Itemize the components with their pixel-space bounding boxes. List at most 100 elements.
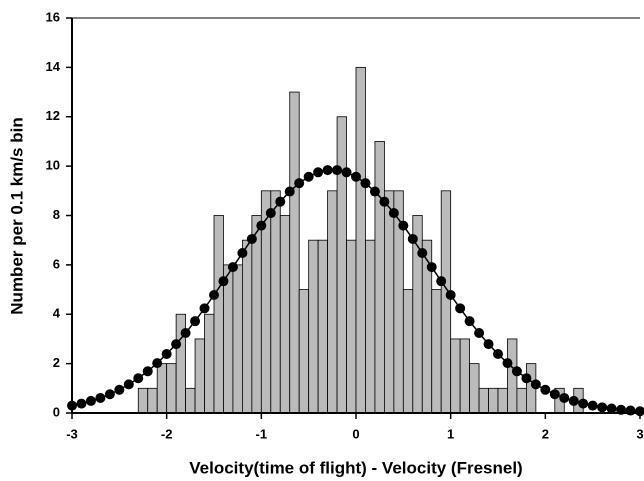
- fit-point: [625, 405, 636, 416]
- fit-point: [597, 402, 608, 413]
- fit-point: [540, 384, 551, 395]
- fit-point: [199, 303, 210, 314]
- fit-point: [313, 167, 324, 178]
- fit-point: [455, 303, 466, 314]
- fit-point: [606, 403, 617, 414]
- fit-point: [426, 262, 437, 273]
- fit-point: [209, 289, 219, 300]
- fit-point: [388, 208, 399, 219]
- fit-point: [180, 328, 191, 339]
- y-tick-label: 12: [46, 108, 60, 123]
- bar: [440, 190, 452, 414]
- bar: [270, 190, 281, 414]
- bar: [488, 387, 499, 414]
- fit-point: [152, 358, 163, 369]
- fit-point: [246, 233, 257, 244]
- fit-point: [85, 395, 96, 406]
- bar: [194, 338, 205, 414]
- bar: [336, 116, 347, 414]
- bar: [185, 387, 196, 414]
- fit-point: [379, 196, 390, 207]
- fit-point: [256, 220, 267, 231]
- x-tick-label: 2: [542, 426, 549, 441]
- y-tick-label: 14: [46, 59, 61, 74]
- fit-point: [142, 366, 153, 377]
- fit-point: [190, 316, 201, 327]
- bar: [166, 363, 177, 414]
- fit-point: [227, 262, 238, 273]
- y-tick-label: 2: [53, 355, 60, 370]
- bar: [365, 239, 376, 414]
- bar: [317, 239, 328, 414]
- y-tick-label: 8: [53, 207, 60, 222]
- fit-point: [407, 233, 418, 244]
- fit-point: [502, 358, 513, 369]
- bar: [497, 387, 508, 414]
- bar: [374, 141, 385, 414]
- y-tick-label: 6: [53, 256, 60, 271]
- y-tick-label: 16: [46, 9, 60, 24]
- fit-point: [587, 400, 598, 411]
- bar: [147, 387, 158, 414]
- bar: [450, 338, 461, 414]
- bar: [289, 91, 300, 414]
- fit-point: [322, 165, 333, 176]
- fit-point: [464, 316, 475, 327]
- y-tick-label: 10: [46, 158, 60, 173]
- bar: [516, 387, 527, 414]
- bar: [402, 289, 414, 414]
- bar: [156, 363, 168, 414]
- fit-point: [568, 395, 579, 406]
- bar: [137, 387, 149, 414]
- fit-point: [284, 186, 295, 197]
- x-tick-label: -3: [66, 426, 78, 441]
- x-tick-label: 0: [352, 426, 359, 441]
- bar: [279, 215, 291, 414]
- fit-point: [417, 248, 428, 259]
- fit-point: [114, 384, 125, 395]
- fit-point: [275, 196, 286, 207]
- fit-point: [578, 398, 589, 409]
- fit-point: [237, 248, 248, 259]
- bar: [327, 190, 338, 414]
- fit-point: [351, 171, 361, 182]
- fit-point: [559, 392, 570, 403]
- fit-point: [95, 392, 106, 403]
- fit-point: [303, 171, 314, 182]
- x-tick-label: 3: [636, 426, 643, 441]
- x-tick-label: -2: [161, 426, 173, 441]
- fit-point: [341, 167, 352, 178]
- fit-point: [445, 289, 456, 300]
- bar: [241, 239, 253, 414]
- y-axis-title: Number per 0.1 km/s bin: [7, 117, 26, 314]
- fit-point: [104, 389, 115, 400]
- bar: [355, 66, 366, 414]
- bar: [459, 338, 470, 414]
- bar: [478, 387, 489, 414]
- x-axis-title: Velocity(time of flight) - Velocity (Fre…: [189, 458, 522, 477]
- fit-point: [436, 276, 447, 287]
- fit-point: [530, 379, 541, 390]
- fit-point: [511, 366, 522, 377]
- bar: [223, 264, 234, 414]
- fit-point: [369, 186, 380, 197]
- fit-point: [171, 339, 182, 350]
- fit-point: [483, 339, 494, 350]
- fit-point: [474, 328, 485, 339]
- fit-point: [161, 348, 172, 359]
- fit-point: [332, 165, 343, 176]
- fit-point: [76, 398, 87, 409]
- y-tick-label: 0: [53, 404, 60, 419]
- bar: [232, 264, 243, 414]
- fit-point: [360, 178, 371, 189]
- fit-point: [398, 220, 409, 231]
- bar: [298, 289, 310, 414]
- fit-point: [294, 178, 305, 189]
- bar: [308, 239, 319, 414]
- y-tick-label: 4: [53, 306, 61, 321]
- bar: [251, 215, 262, 414]
- fit-point: [265, 208, 276, 219]
- bar: [383, 190, 395, 414]
- fit-point: [549, 389, 560, 400]
